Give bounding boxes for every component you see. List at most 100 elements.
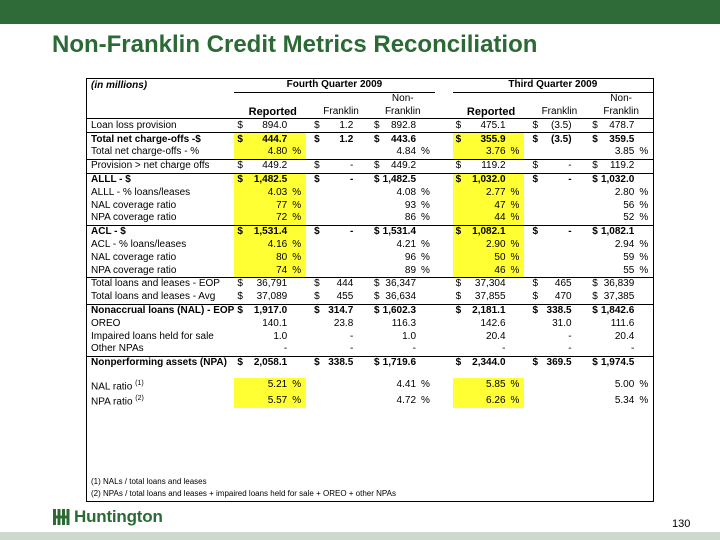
- currency-symbol: $: [589, 224, 601, 239]
- currency-symbol: [371, 317, 383, 330]
- percent-symbol: [290, 291, 306, 304]
- percent-symbol: [509, 291, 525, 304]
- percent-symbol: [290, 343, 306, 356]
- percent-symbol: [575, 264, 590, 277]
- percent-symbol: %: [290, 211, 306, 226]
- percent-symbol: [419, 291, 435, 304]
- percent-symbol: [356, 146, 371, 159]
- value-cell: 5.34: [614, 394, 635, 406]
- percent-symbol: %: [421, 238, 430, 250]
- value-cell: 4.84: [396, 146, 417, 158]
- cell-spacer: [434, 132, 453, 146]
- currency-symbol: $: [452, 172, 465, 187]
- currency-symbol: [452, 211, 465, 226]
- value-cell: [323, 264, 356, 277]
- value-cell: 119.2: [464, 158, 509, 174]
- cell-spacer: [434, 303, 453, 318]
- cell-spacer: [524, 132, 530, 146]
- value-cell: 36,347: [382, 276, 420, 291]
- currency-symbol: $: [234, 276, 247, 291]
- table-row: ACL - $ $1,531.4 $ - $1,531.4 $1,082.1 $ - $1,08…: [87, 224, 653, 239]
- percent-symbol: %: [508, 211, 525, 226]
- currency-symbol: $: [370, 276, 383, 291]
- currency-symbol: $: [311, 303, 323, 318]
- percent-symbol: [574, 224, 590, 239]
- percent-symbol: [637, 317, 653, 330]
- currency-symbol: [452, 377, 465, 393]
- value-cell: 5.57: [246, 392, 291, 409]
- value-cell: 5.85: [464, 377, 509, 393]
- cell-spacer: [524, 276, 530, 291]
- percent-symbol: [637, 224, 653, 239]
- value-cell: 444.7: [246, 132, 291, 146]
- value-cell: [323, 199, 356, 212]
- currency-symbol: [311, 264, 323, 277]
- value-cell: [541, 378, 574, 393]
- table-row: Loan loss provision $894.0 $1.2 $892.8 $475.…: [87, 119, 653, 133]
- row-label: ALLL - $: [87, 172, 235, 187]
- value-cell: 111.6: [610, 317, 635, 329]
- value-cell: 1.0: [273, 330, 288, 342]
- currency-symbol: [529, 330, 541, 343]
- currency-symbol: [589, 146, 601, 159]
- value-cell: 1,482.5: [382, 172, 420, 187]
- value-cell: -: [541, 224, 575, 239]
- currency-symbol: $: [370, 224, 383, 239]
- row-label: Nonaccrual loans (NAL) - EOP: [87, 303, 235, 318]
- percent-symbol: %: [508, 377, 525, 393]
- percent-symbol: [637, 172, 653, 187]
- currency-symbol: [234, 377, 247, 393]
- value-cell: 894.0: [262, 119, 288, 131]
- currency-symbol: [371, 186, 383, 199]
- value-cell: 1,842.6: [600, 303, 638, 318]
- percent-symbol: [290, 330, 306, 343]
- currency-symbol: $: [589, 303, 601, 318]
- currency-symbol: $: [370, 132, 383, 146]
- currency-symbol: $: [314, 291, 320, 303]
- currency-symbol: [234, 238, 247, 252]
- percent-symbol: [509, 330, 525, 343]
- value-cell: 4.16: [246, 238, 291, 252]
- currency-symbol: [589, 212, 601, 225]
- currency-symbol: $: [370, 172, 383, 187]
- footnote-2: (2) NPAs / total loans and leases + impa…: [91, 489, 396, 498]
- value-cell: 369.5: [541, 355, 575, 370]
- table-row: NPA coverage ratio 74% 89% 46% 55%: [87, 264, 653, 278]
- row-label: ALLL - % loans/leases: [91, 186, 191, 198]
- value-cell: 1,719.6: [382, 355, 420, 370]
- percent-symbol: [290, 132, 306, 146]
- table-row: Impaired loans held for sale 1.0 - 1.0 20.4 -…: [87, 330, 653, 343]
- cell-spacer: [435, 239, 453, 252]
- percent-symbol: [637, 303, 653, 318]
- value-cell: 465: [541, 276, 575, 291]
- reconciliation-table-frame: (in millions) Fourth Quarter 2009 Third …: [86, 78, 654, 502]
- percent-symbol: [575, 317, 590, 330]
- value-cell: 4.21: [396, 238, 417, 250]
- currency-symbol: [234, 199, 247, 212]
- percent-symbol: [508, 303, 525, 318]
- table-row: ACL - % loans/leases 4.16% 4.21% 2.90% 2.94%: [87, 238, 653, 252]
- currency-symbol: $: [455, 119, 462, 131]
- value-cell: 20.4: [614, 330, 635, 342]
- value-cell: 470: [554, 291, 572, 303]
- currency-symbol: [234, 145, 247, 160]
- percent-symbol: %: [508, 238, 525, 252]
- value-cell: 72: [246, 211, 291, 226]
- currency-symbol: $: [452, 303, 465, 318]
- value-cell: -: [349, 343, 354, 355]
- value-cell: [323, 251, 356, 264]
- percent-symbol: %: [290, 199, 306, 212]
- table-row: NAL coverage ratio 77% 93% 47% 56%: [87, 199, 653, 212]
- percent-symbol: [290, 355, 306, 370]
- value-cell: 4.72: [396, 394, 417, 406]
- row-label: Total loans and leases - Avg: [91, 291, 216, 303]
- value-cell: 1,917.0: [246, 303, 291, 318]
- percent-symbol: [356, 158, 371, 174]
- currency-symbol: [452, 251, 465, 265]
- percent-symbol: %: [421, 199, 430, 211]
- cell-spacer: [305, 276, 312, 291]
- value-cell: [541, 264, 574, 277]
- value-cell: 36,634: [385, 291, 417, 303]
- col-header-nonfranklin-top-q3: Non-: [610, 93, 632, 105]
- percent-symbol: [290, 224, 306, 239]
